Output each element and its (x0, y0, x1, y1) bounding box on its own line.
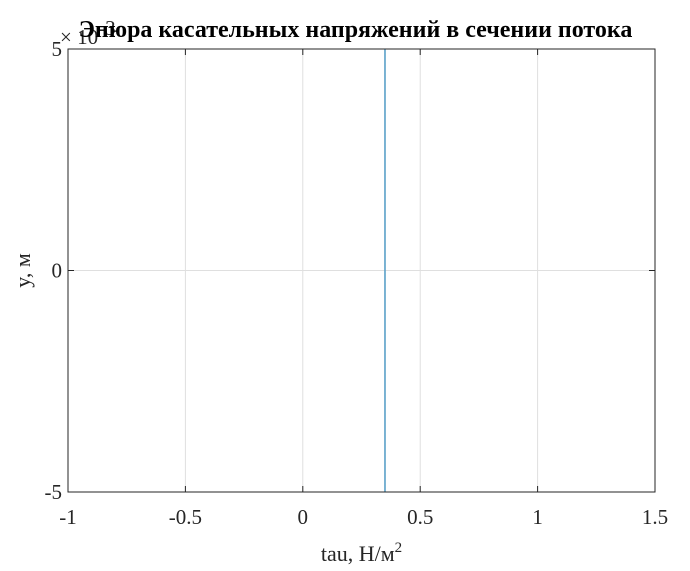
x-tick-label: -0.5 (169, 505, 202, 529)
x-tick-label: 0 (298, 505, 309, 529)
y-tick-label: 0 (52, 259, 63, 283)
x-tick-label: 1.5 (642, 505, 668, 529)
x-tick-label: 0.5 (407, 505, 433, 529)
ticks: -1 -0.5 0 0.5 1 1.5 -5 0 5 (45, 37, 669, 529)
x-tick-label: 1 (532, 505, 543, 529)
x-axis-label: tau, Н/м2 (321, 540, 402, 566)
y-axis-label: y, м (10, 253, 35, 288)
y-tick-label: 5 (52, 37, 63, 61)
y-axis-multiplier: × 10-3 (60, 16, 116, 49)
x-tick-label: -1 (59, 505, 77, 529)
y-tick-label: -5 (45, 480, 63, 504)
chart-title: Эпюра касательных напряжений в сечении п… (79, 17, 633, 43)
